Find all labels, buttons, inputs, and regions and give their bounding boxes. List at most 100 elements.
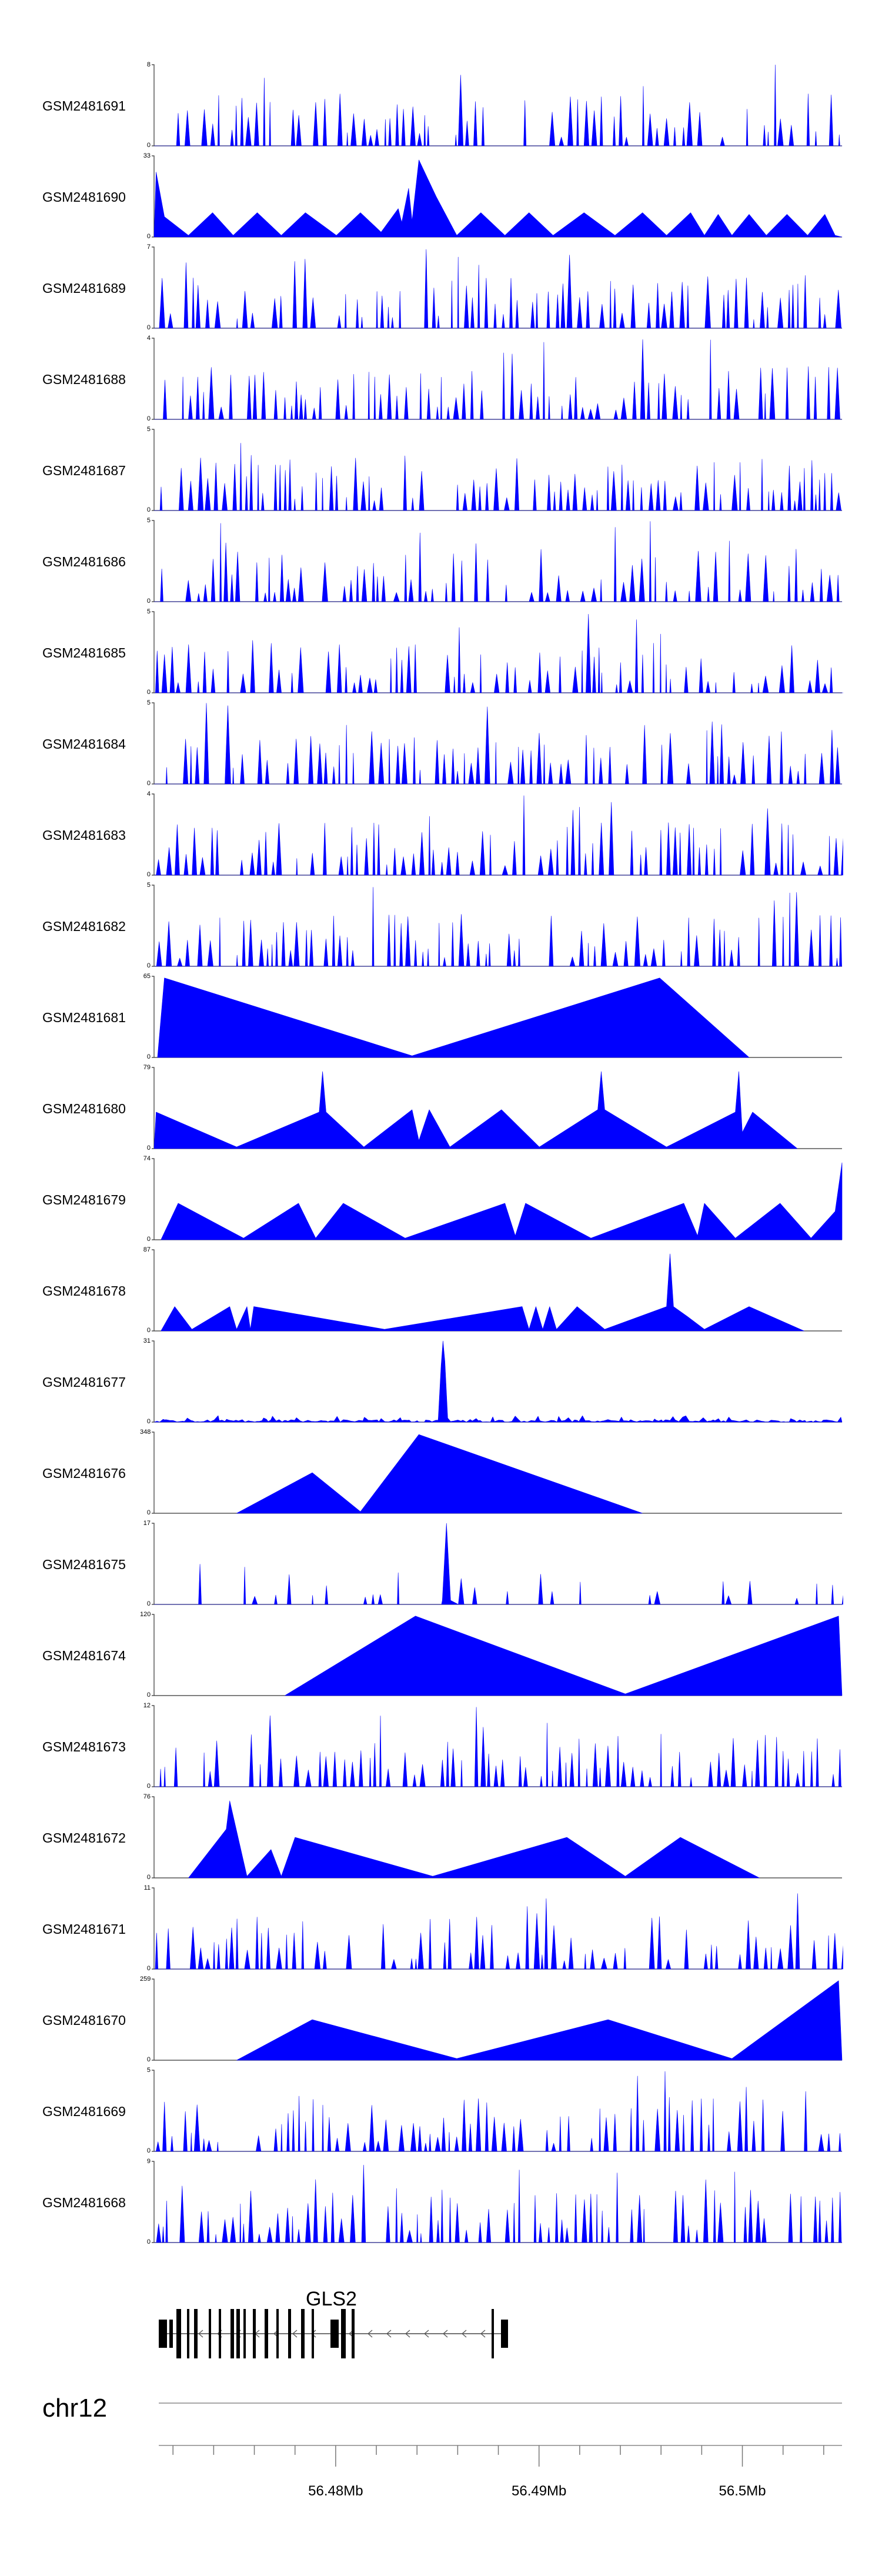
y-axis-min-label: 0: [146, 1327, 151, 1334]
track-label: GSM2481678: [42, 1283, 126, 1299]
track-plot: [152, 1158, 843, 1240]
track-plot: [152, 1249, 842, 1332]
track-label: GSM2481685: [42, 645, 126, 660]
y-axis-max-label: 7: [146, 243, 151, 251]
exon: [187, 2309, 189, 2358]
track-label: GSM2481687: [42, 463, 126, 478]
coverage-area: [153, 2071, 843, 2152]
coverage-area: [153, 159, 843, 238]
track-label: GSM2481691: [42, 98, 126, 114]
coverage-area: [153, 1340, 843, 1423]
track-GSM2481672: GSM2481672 76 0: [0, 1791, 882, 1882]
coverage-area: [236, 1434, 643, 1514]
track-plot: [152, 64, 843, 146]
exon: [288, 2309, 291, 2358]
exon: [243, 2309, 246, 2358]
coverage-area: [285, 1616, 843, 1696]
track-GSM2481689: GSM2481689 7 0: [0, 241, 882, 332]
y-axis-max-label: 5: [146, 517, 151, 524]
track-label: GSM2481674: [42, 1648, 126, 1663]
exon: [230, 2309, 234, 2358]
exon: [236, 2309, 240, 2358]
track-label: GSM2481681: [42, 1010, 126, 1025]
y-axis-min-label: 0: [146, 506, 151, 513]
y-axis-min-label: 0: [146, 1418, 151, 1425]
y-axis-max-label: 11: [143, 1884, 151, 1891]
y-axis-max-label: 5: [146, 882, 151, 889]
strand-arrow: [424, 2330, 429, 2338]
track-GSM2481671: GSM2481671 11 0: [0, 1882, 882, 1973]
exon: [209, 2309, 211, 2358]
y-axis-min-label: 0: [146, 142, 151, 149]
coverage-area: [236, 1980, 843, 2061]
track-GSM2481687: GSM2481687 5 0: [0, 423, 882, 515]
y-axis-max-label: 5: [146, 426, 151, 433]
y-axis-min-label: 0: [146, 1144, 151, 1152]
y-axis-max-label: 259: [140, 1976, 151, 1983]
coverage-area: [153, 443, 843, 511]
coverage-area: [153, 521, 843, 602]
track-GSM2481683: GSM2481683 4 0: [0, 788, 882, 879]
y-axis-min-label: 0: [146, 1236, 151, 1243]
y-axis-min-label: 0: [146, 962, 151, 969]
track-plot: [152, 520, 843, 602]
y-axis-min-label: 0: [146, 1965, 151, 1972]
y-axis-max-label: 5: [146, 699, 151, 706]
exon: [301, 2309, 305, 2358]
track-GSM2481685: GSM2481685 5 0: [0, 606, 882, 697]
strand-arrow: [443, 2330, 448, 2338]
y-axis-min-label: 0: [146, 2238, 151, 2245]
coverage-area: [153, 65, 843, 146]
track-label: GSM2481690: [42, 189, 126, 205]
track-plot: [152, 702, 843, 785]
exon: [253, 2309, 256, 2358]
track-GSM2481673: GSM2481673 12 0: [0, 1700, 882, 1791]
track-GSM2481686: GSM2481686 5 0: [0, 515, 882, 606]
track-plot: [152, 1796, 842, 1878]
track-GSM2481691: GSM2481691 8 0: [0, 59, 882, 150]
track-label: GSM2481671: [42, 1921, 126, 1937]
track-GSM2481675: GSM2481675 17 0: [0, 1517, 882, 1609]
axis-tick-label: 56.49Mb: [512, 2483, 567, 2499]
coverage-area: [153, 887, 843, 967]
track-label: GSM2481670: [42, 2013, 126, 2028]
y-axis-min-label: 0: [146, 324, 151, 331]
exon: [219, 2309, 221, 2358]
track-GSM2481684: GSM2481684 5 0: [0, 697, 882, 788]
track-GSM2481688: GSM2481688 4 0: [0, 332, 882, 423]
track-plot: [152, 611, 843, 693]
track-label: GSM2481689: [42, 281, 126, 296]
track-plot: [152, 246, 843, 329]
track-GSM2481678: GSM2481678 87 0: [0, 1244, 882, 1335]
y-axis-min-label: 0: [146, 1874, 151, 1881]
axis-tick-label: 56.48Mb: [308, 2483, 363, 2499]
exon: [492, 2309, 494, 2358]
track-label: GSM2481686: [42, 554, 126, 569]
y-axis-max-label: 12: [143, 1702, 151, 1709]
exon: [501, 2320, 508, 2348]
track-plot: [152, 1614, 843, 1696]
exon: [352, 2309, 355, 2358]
y-axis-max-label: 65: [143, 973, 151, 980]
track-label: GSM2481683: [42, 827, 126, 843]
coverage-area: [153, 614, 843, 693]
y-axis-max-label: 348: [140, 1429, 151, 1436]
exon: [312, 2309, 314, 2358]
y-axis-min-label: 0: [146, 689, 151, 696]
track-label: GSM2481673: [42, 1739, 126, 1754]
track-plot: [152, 1340, 843, 1423]
coverage-area: [157, 977, 750, 1058]
y-axis-min-label: 0: [146, 2056, 151, 2063]
y-axis-min-label: 0: [146, 1691, 151, 1699]
track-GSM2481680: GSM2481680 79 0: [0, 1062, 882, 1153]
track-GSM2481682: GSM2481682 5 0: [0, 879, 882, 970]
track-plot: [152, 1432, 842, 1514]
track-plot: [152, 1705, 843, 1787]
strand-arrow: [462, 2330, 467, 2338]
chromosome-label: chr12: [42, 2394, 108, 2422]
y-axis-max-label: 79: [143, 1064, 151, 1071]
y-axis-max-label: 87: [143, 1246, 151, 1253]
coverage-area: [153, 1893, 843, 1970]
track-label: GSM2481688: [42, 372, 126, 387]
exon: [341, 2309, 346, 2358]
